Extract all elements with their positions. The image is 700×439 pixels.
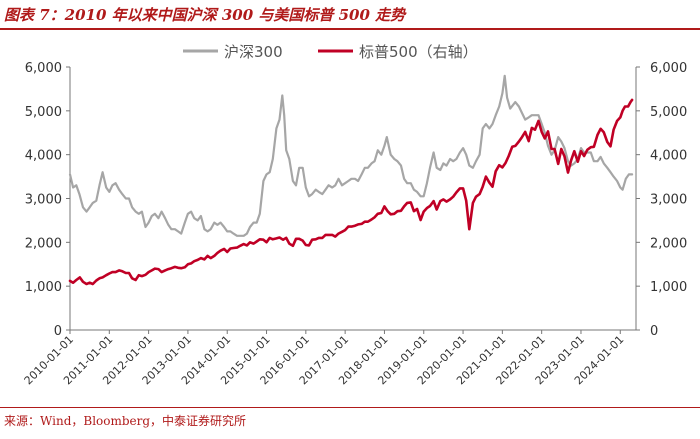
y-right-tick-label: 6,000	[650, 61, 687, 76]
source-note: 来源：Wind，Bloomberg，中泰证券研究所	[4, 414, 247, 428]
y-left-tick-label: 1,000	[25, 280, 62, 295]
legend: 沪深300 标普500（右轴）	[183, 43, 478, 61]
y-left-tick-label: 0	[54, 324, 62, 339]
chart-axes: 0 1,000 2,000 3,000 4,000 5,000 6,000 0 1,000 2,0…	[22, 61, 688, 387]
source-divider	[0, 407, 700, 408]
caption-divider	[0, 28, 700, 30]
y-left-tick-label: 4,000	[25, 149, 62, 164]
y-right-tick-label: 4,000	[650, 149, 687, 164]
series-line-hs300	[68, 74, 634, 237]
y-right-tick-label: 2,000	[650, 236, 687, 251]
y-right-tick-label: 5,000	[650, 105, 687, 120]
legend-label-hs300: 沪深300	[224, 43, 283, 61]
y-left-tick-label: 3,000	[25, 193, 62, 208]
chart-canvas: 沪深300 标普500（右轴） 0 1,000 2,000 3,000 4,000 5,0…	[22, 43, 688, 387]
y-left-tick-label: 2,000	[25, 236, 62, 251]
y-right-tick-label: 3,000	[650, 193, 687, 208]
y-left-tick-label: 6,000	[25, 61, 62, 76]
y-right-tick-label: 0	[650, 324, 658, 339]
series-layer	[68, 74, 634, 286]
y-left-tick-label: 5,000	[25, 105, 62, 120]
legend-label-sp500: 标普500（右轴）	[359, 43, 478, 61]
series-line-sp500	[68, 98, 634, 286]
y-right-tick-label: 1,000	[650, 280, 687, 295]
chart-caption: 图表 7：2010 年以来中国沪深 300 与美国标普 500 走势	[4, 6, 406, 24]
